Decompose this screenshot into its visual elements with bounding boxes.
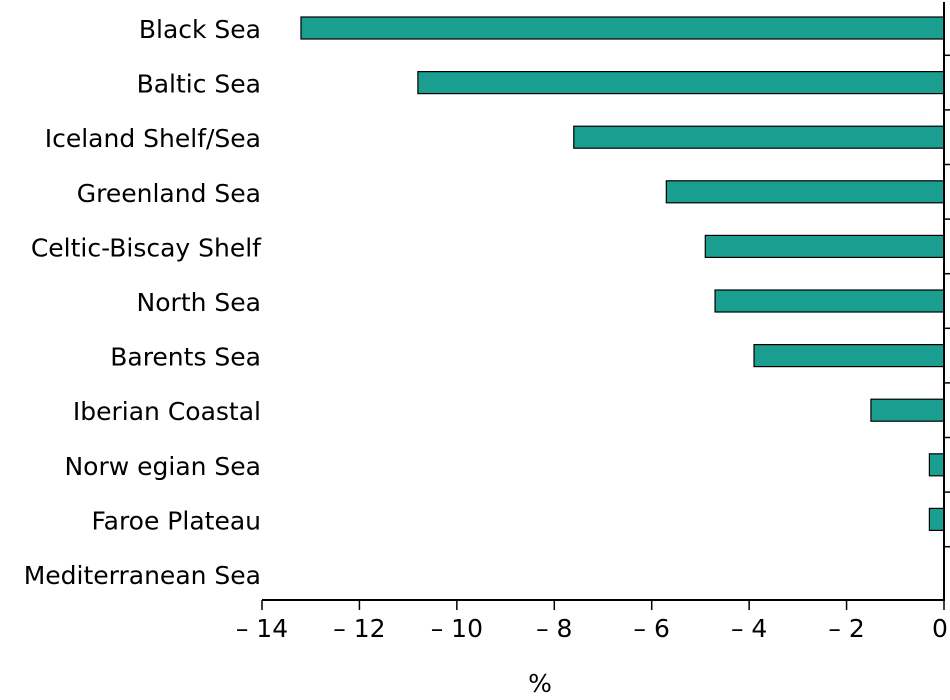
category-label: Baltic Sea bbox=[137, 70, 261, 99]
x-ticks: – 14 – 12 – 10 – 8 – 6 – 4 – 2 0 bbox=[236, 600, 948, 643]
category-label: Greenland Sea bbox=[77, 179, 261, 208]
bar bbox=[870, 398, 945, 422]
category-label: Mediterranean Sea bbox=[24, 561, 261, 590]
category-label: Iceland Shelf/Sea bbox=[45, 124, 261, 153]
axes-group bbox=[262, 2, 950, 601]
bar bbox=[665, 180, 945, 204]
x-tick-label: – 4 bbox=[731, 614, 767, 643]
x-tick-label: – 12 bbox=[333, 614, 385, 643]
bar bbox=[417, 70, 945, 95]
category-label: North Sea bbox=[137, 288, 261, 317]
bar bbox=[573, 125, 945, 149]
bar bbox=[928, 507, 945, 531]
category-label: Black Sea bbox=[139, 15, 261, 44]
bar bbox=[928, 453, 945, 477]
x-tick-label: – 14 bbox=[236, 614, 288, 643]
bar bbox=[753, 344, 945, 368]
x-tick-label: – 6 bbox=[634, 614, 670, 643]
category-label: Norw egian Sea bbox=[64, 452, 261, 481]
category-label: Celtic-Biscay Shelf bbox=[31, 233, 262, 262]
x-tick-label: 0 bbox=[932, 614, 948, 643]
category-label: Iberian Coastal bbox=[73, 397, 261, 426]
category-label: Barents Sea bbox=[110, 343, 261, 372]
x-tick-label: – 2 bbox=[828, 614, 864, 643]
bar bbox=[704, 234, 945, 258]
x-axis-label: % bbox=[528, 669, 552, 698]
bar bbox=[714, 289, 945, 313]
category-label: Faroe Plateau bbox=[92, 506, 261, 535]
x-tick-label: – 10 bbox=[431, 614, 483, 643]
x-tick-label: – 8 bbox=[536, 614, 572, 643]
bar bbox=[300, 16, 945, 40]
category-labels: Black Sea Baltic Sea Iceland Shelf/Sea Gree… bbox=[24, 15, 262, 590]
bars-group bbox=[300, 16, 945, 531]
